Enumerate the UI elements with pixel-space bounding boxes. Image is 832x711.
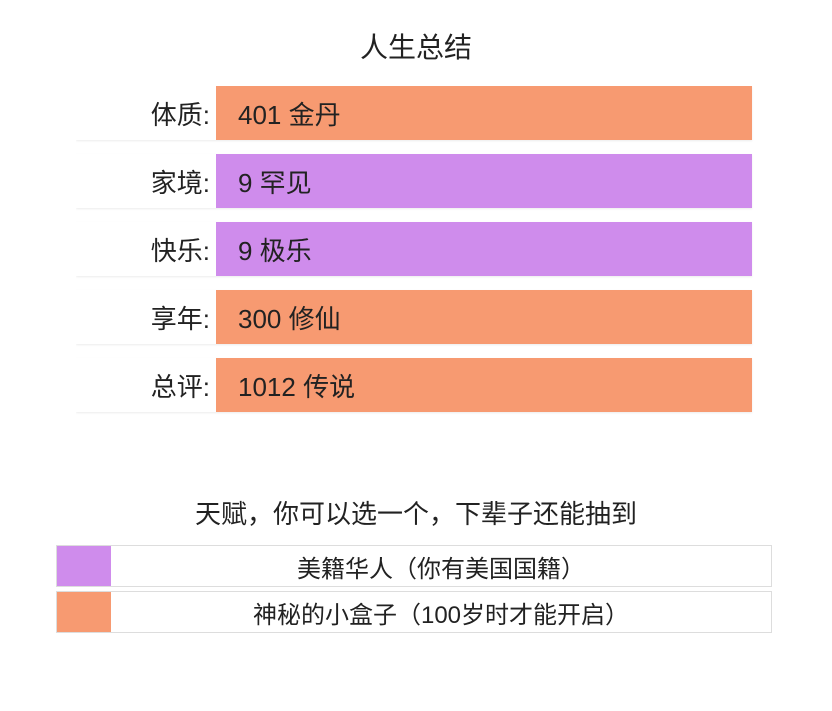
stat-value: 9 罕见 [216, 154, 752, 208]
talent-row[interactable]: 神秘的小盒子（100岁时才能开启） [56, 591, 772, 633]
stat-value: 300 修仙 [216, 290, 752, 344]
stat-value: 9 极乐 [216, 222, 752, 276]
talent-swatch [57, 592, 111, 632]
stat-row: 家境: 9 罕见 [76, 154, 752, 208]
stat-row: 快乐: 9 极乐 [76, 222, 752, 276]
talent-container: 美籍华人（你有美国国籍） 神秘的小盒子（100岁时才能开启） [56, 545, 776, 655]
stat-value: 1012 传说 [216, 358, 752, 412]
talent-text: 神秘的小盒子（100岁时才能开启） [111, 592, 771, 632]
stats-container: 体质: 401 金丹 家境: 9 罕见 快乐: 9 极乐 享年: 300 修仙 … [76, 86, 756, 466]
stats-scroll[interactable]: 体质: 401 金丹 家境: 9 罕见 快乐: 9 极乐 享年: 300 修仙 … [76, 86, 756, 466]
stat-label: 快乐: [76, 222, 216, 276]
stat-label: 家境: [76, 154, 216, 208]
stat-label: 总评: [76, 358, 216, 412]
talent-row[interactable]: 美籍华人（你有美国国籍） [56, 545, 772, 587]
page-title: 人生总结 [0, 0, 832, 86]
stat-row: 体质: 401 金丹 [76, 86, 752, 140]
talent-text: 美籍华人（你有美国国籍） [111, 546, 771, 586]
stat-label: 享年: [76, 290, 216, 344]
stat-row: 享年: 300 修仙 [76, 290, 752, 344]
page-root: 人生总结 体质: 401 金丹 家境: 9 罕见 快乐: 9 极乐 享年: 30… [0, 0, 832, 711]
stat-row: 总评: 1012 传说 [76, 358, 752, 412]
talent-scroll[interactable]: 美籍华人（你有美国国籍） 神秘的小盒子（100岁时才能开启） [56, 545, 776, 655]
talent-swatch [57, 546, 111, 586]
stat-value: 401 金丹 [216, 86, 752, 140]
talent-caption: 天赋，你可以选一个，下辈子还能抽到 [0, 494, 832, 531]
stat-label: 体质: [76, 86, 216, 140]
